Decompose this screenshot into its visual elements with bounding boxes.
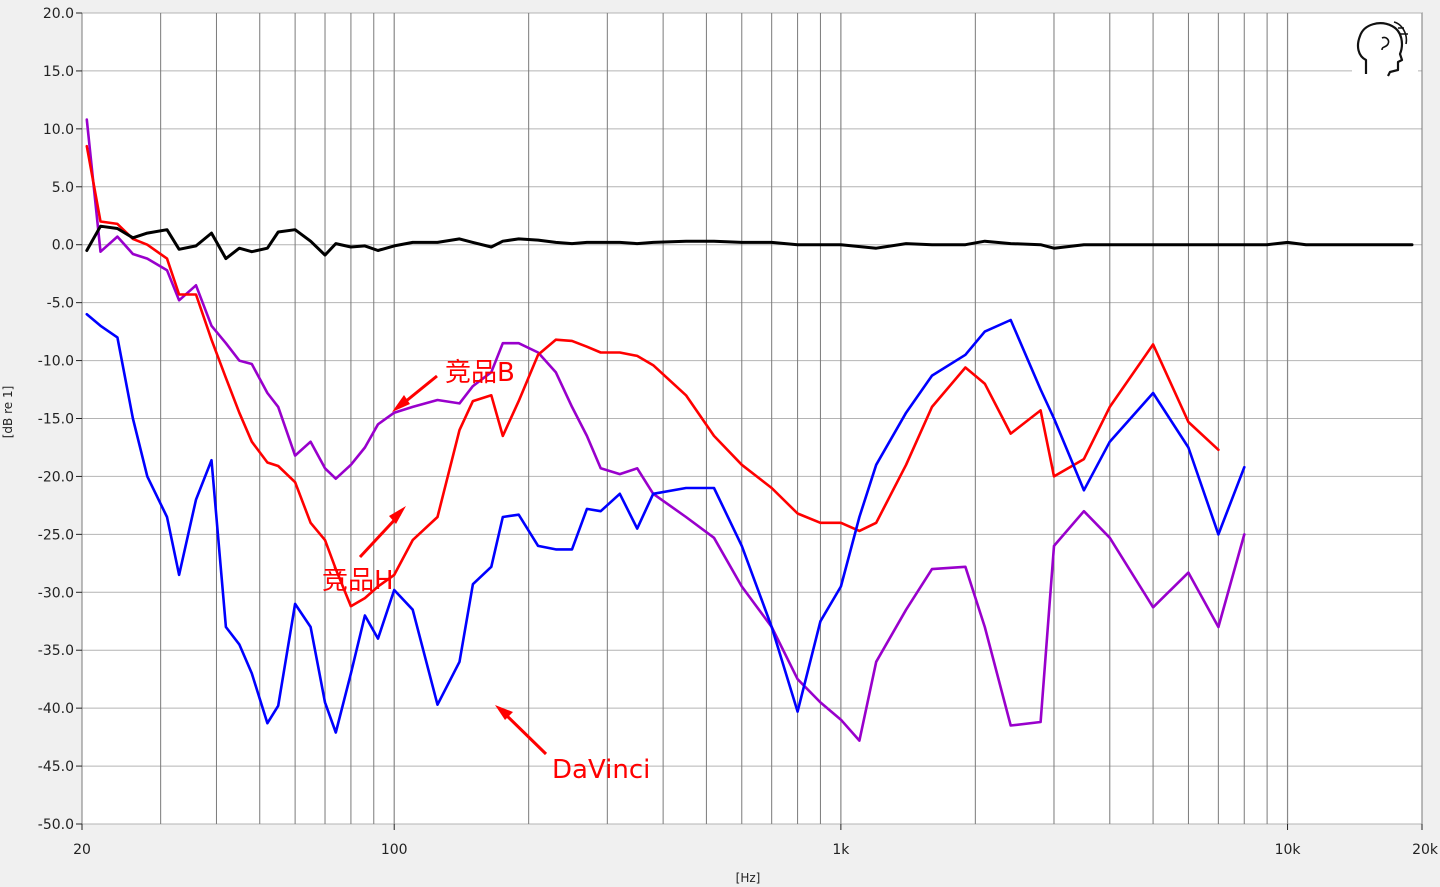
series-line-jingpin-h	[85, 144, 1220, 608]
y-tick-label: 15.0	[43, 64, 74, 80]
annotation-label-jingpin-b: 竞品B	[445, 358, 515, 388]
annotations: 竞品B 竞品H DaVinci	[322, 358, 650, 785]
annotation-arrowhead-jingpin-h	[389, 506, 406, 524]
series-line-davinci	[85, 312, 1246, 734]
annotation-label-jingpin-h: 竞品H	[322, 566, 394, 596]
y-tick-label: -50.0	[38, 817, 74, 833]
y-tick-label: 10.0	[43, 122, 74, 138]
y-tick-label: 20.0	[43, 6, 74, 22]
annotation-arrowhead-jingpin-b	[392, 395, 410, 412]
axis-ticks: 20.0 15.0 10.0 5.0 0.0 -5.0 -10.0 -15.0 -20.0 -25…	[38, 6, 1439, 858]
y-tick-label: -40.0	[38, 701, 74, 717]
series-line-reference	[85, 224, 1414, 261]
x-tick-label: 20k	[1412, 842, 1439, 858]
y-tick-label: 5.0	[52, 180, 74, 196]
head-listener-icon	[1352, 16, 1418, 78]
annotation-label-davinci: DaVinci	[552, 755, 650, 785]
y-tick-label: 0.0	[52, 238, 74, 254]
y-tick-label: -20.0	[38, 469, 74, 485]
y-axis-title: [dB re 1]	[1, 386, 15, 439]
y-tick-label: -45.0	[38, 759, 74, 775]
x-tick-label: 1k	[832, 842, 850, 858]
series	[85, 118, 1414, 742]
annotation-arrow-davinci	[501, 710, 548, 756]
y-tick-label: -15.0	[38, 412, 74, 428]
x-tick-label: 20	[73, 842, 91, 858]
y-tick-label: -10.0	[38, 354, 74, 370]
y-tick-label: -5.0	[47, 296, 74, 312]
y-tick-label: -25.0	[38, 527, 74, 543]
y-tick-label: -30.0	[38, 585, 74, 601]
annotation-arrow-jingpin-h	[358, 512, 402, 559]
annotation-arrowhead-davinci	[495, 705, 513, 720]
y-tick-label: -35.0	[38, 643, 74, 659]
series-line-jingpin-b	[85, 118, 1246, 742]
x-axis-title: [Hz]	[736, 871, 761, 885]
x-tick-label: 10k	[1275, 842, 1302, 858]
x-tick-label: 100	[381, 842, 408, 858]
